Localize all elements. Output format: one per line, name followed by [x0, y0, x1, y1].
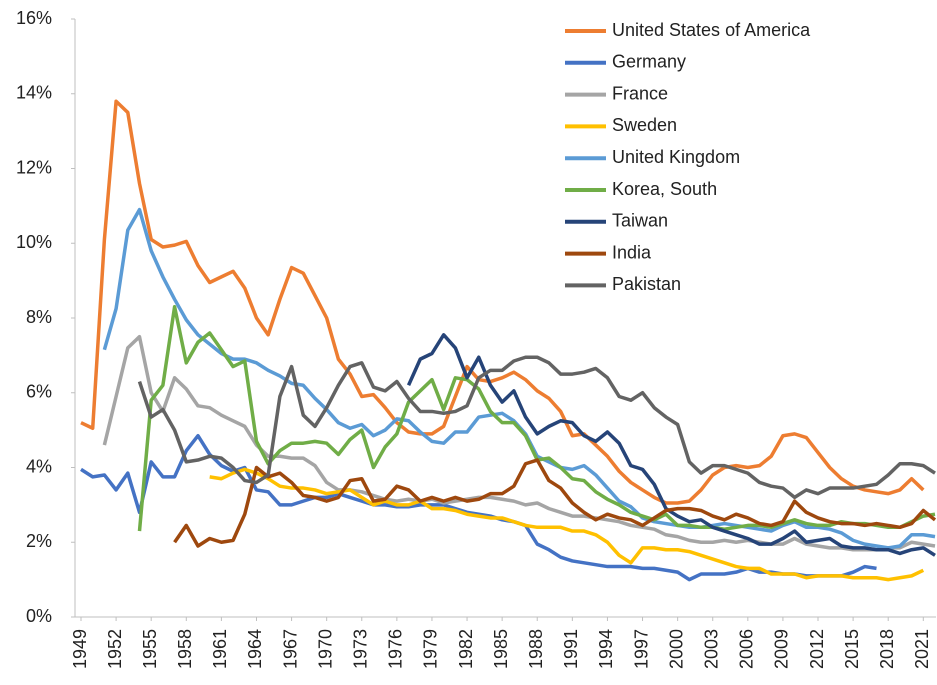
- x-tick-label: 2018: [877, 629, 897, 669]
- y-tick-label: 10%: [16, 232, 52, 252]
- x-tick-label: 1961: [210, 629, 230, 669]
- y-tick-label: 8%: [26, 307, 52, 327]
- x-tick-label: 1967: [280, 629, 300, 669]
- x-tick-label: 2003: [701, 629, 721, 669]
- y-tick-label: 14%: [16, 83, 52, 103]
- x-tick-label: 2012: [807, 629, 827, 669]
- x-tick-label: 2015: [842, 629, 862, 669]
- x-tick-label: 1955: [140, 629, 160, 669]
- x-tick-label: 1988: [526, 629, 546, 669]
- x-tick-label: 1964: [245, 629, 265, 669]
- x-tick-label: 2006: [737, 629, 757, 669]
- legend-label: Taiwan: [612, 211, 668, 231]
- x-tick-label: 1958: [175, 629, 195, 669]
- y-tick-label: 2%: [26, 531, 52, 551]
- x-tick-label: 1949: [70, 629, 90, 669]
- legend-label: United Kingdom: [612, 147, 740, 167]
- x-tick-label: 1973: [351, 629, 371, 669]
- series-line: [102, 207, 936, 550]
- x-tick-label: 1976: [386, 629, 406, 669]
- series-line: [173, 458, 937, 548]
- legend-label: Sweden: [612, 115, 677, 135]
- series-line: [137, 355, 936, 500]
- x-tick-label: 1979: [421, 629, 441, 669]
- y-tick-label: 4%: [26, 456, 52, 476]
- series-line: [102, 334, 936, 552]
- legend-label: United States of America: [612, 20, 811, 40]
- x-tick-label: 2021: [912, 629, 932, 669]
- x-tick-label: 1997: [631, 629, 651, 669]
- y-tick-label: 0%: [26, 606, 52, 626]
- legend-label: France: [612, 83, 668, 103]
- x-tick-label: 1982: [456, 629, 476, 669]
- y-tick-label: 16%: [16, 8, 52, 28]
- series-line: [137, 305, 936, 532]
- x-tick-label: 2009: [772, 629, 792, 669]
- x-tick-label: 2000: [666, 629, 686, 669]
- legend-label: Germany: [612, 52, 686, 72]
- x-tick-label: 1970: [315, 629, 335, 669]
- legend-label: Korea, South: [612, 179, 717, 199]
- x-tick-label: 1952: [105, 629, 125, 669]
- x-tick-label: 1985: [491, 629, 511, 669]
- series-line: [406, 333, 936, 557]
- x-tick-label: 1994: [596, 629, 616, 669]
- series-line: [80, 433, 877, 582]
- series-line: [80, 99, 925, 505]
- y-tick-label: 6%: [26, 382, 52, 402]
- legend-label: India: [612, 242, 652, 262]
- y-tick-label: 12%: [16, 157, 52, 177]
- series-line: [209, 467, 925, 582]
- x-tick-label: 1991: [561, 629, 581, 669]
- legend-label: Pakistan: [612, 274, 681, 294]
